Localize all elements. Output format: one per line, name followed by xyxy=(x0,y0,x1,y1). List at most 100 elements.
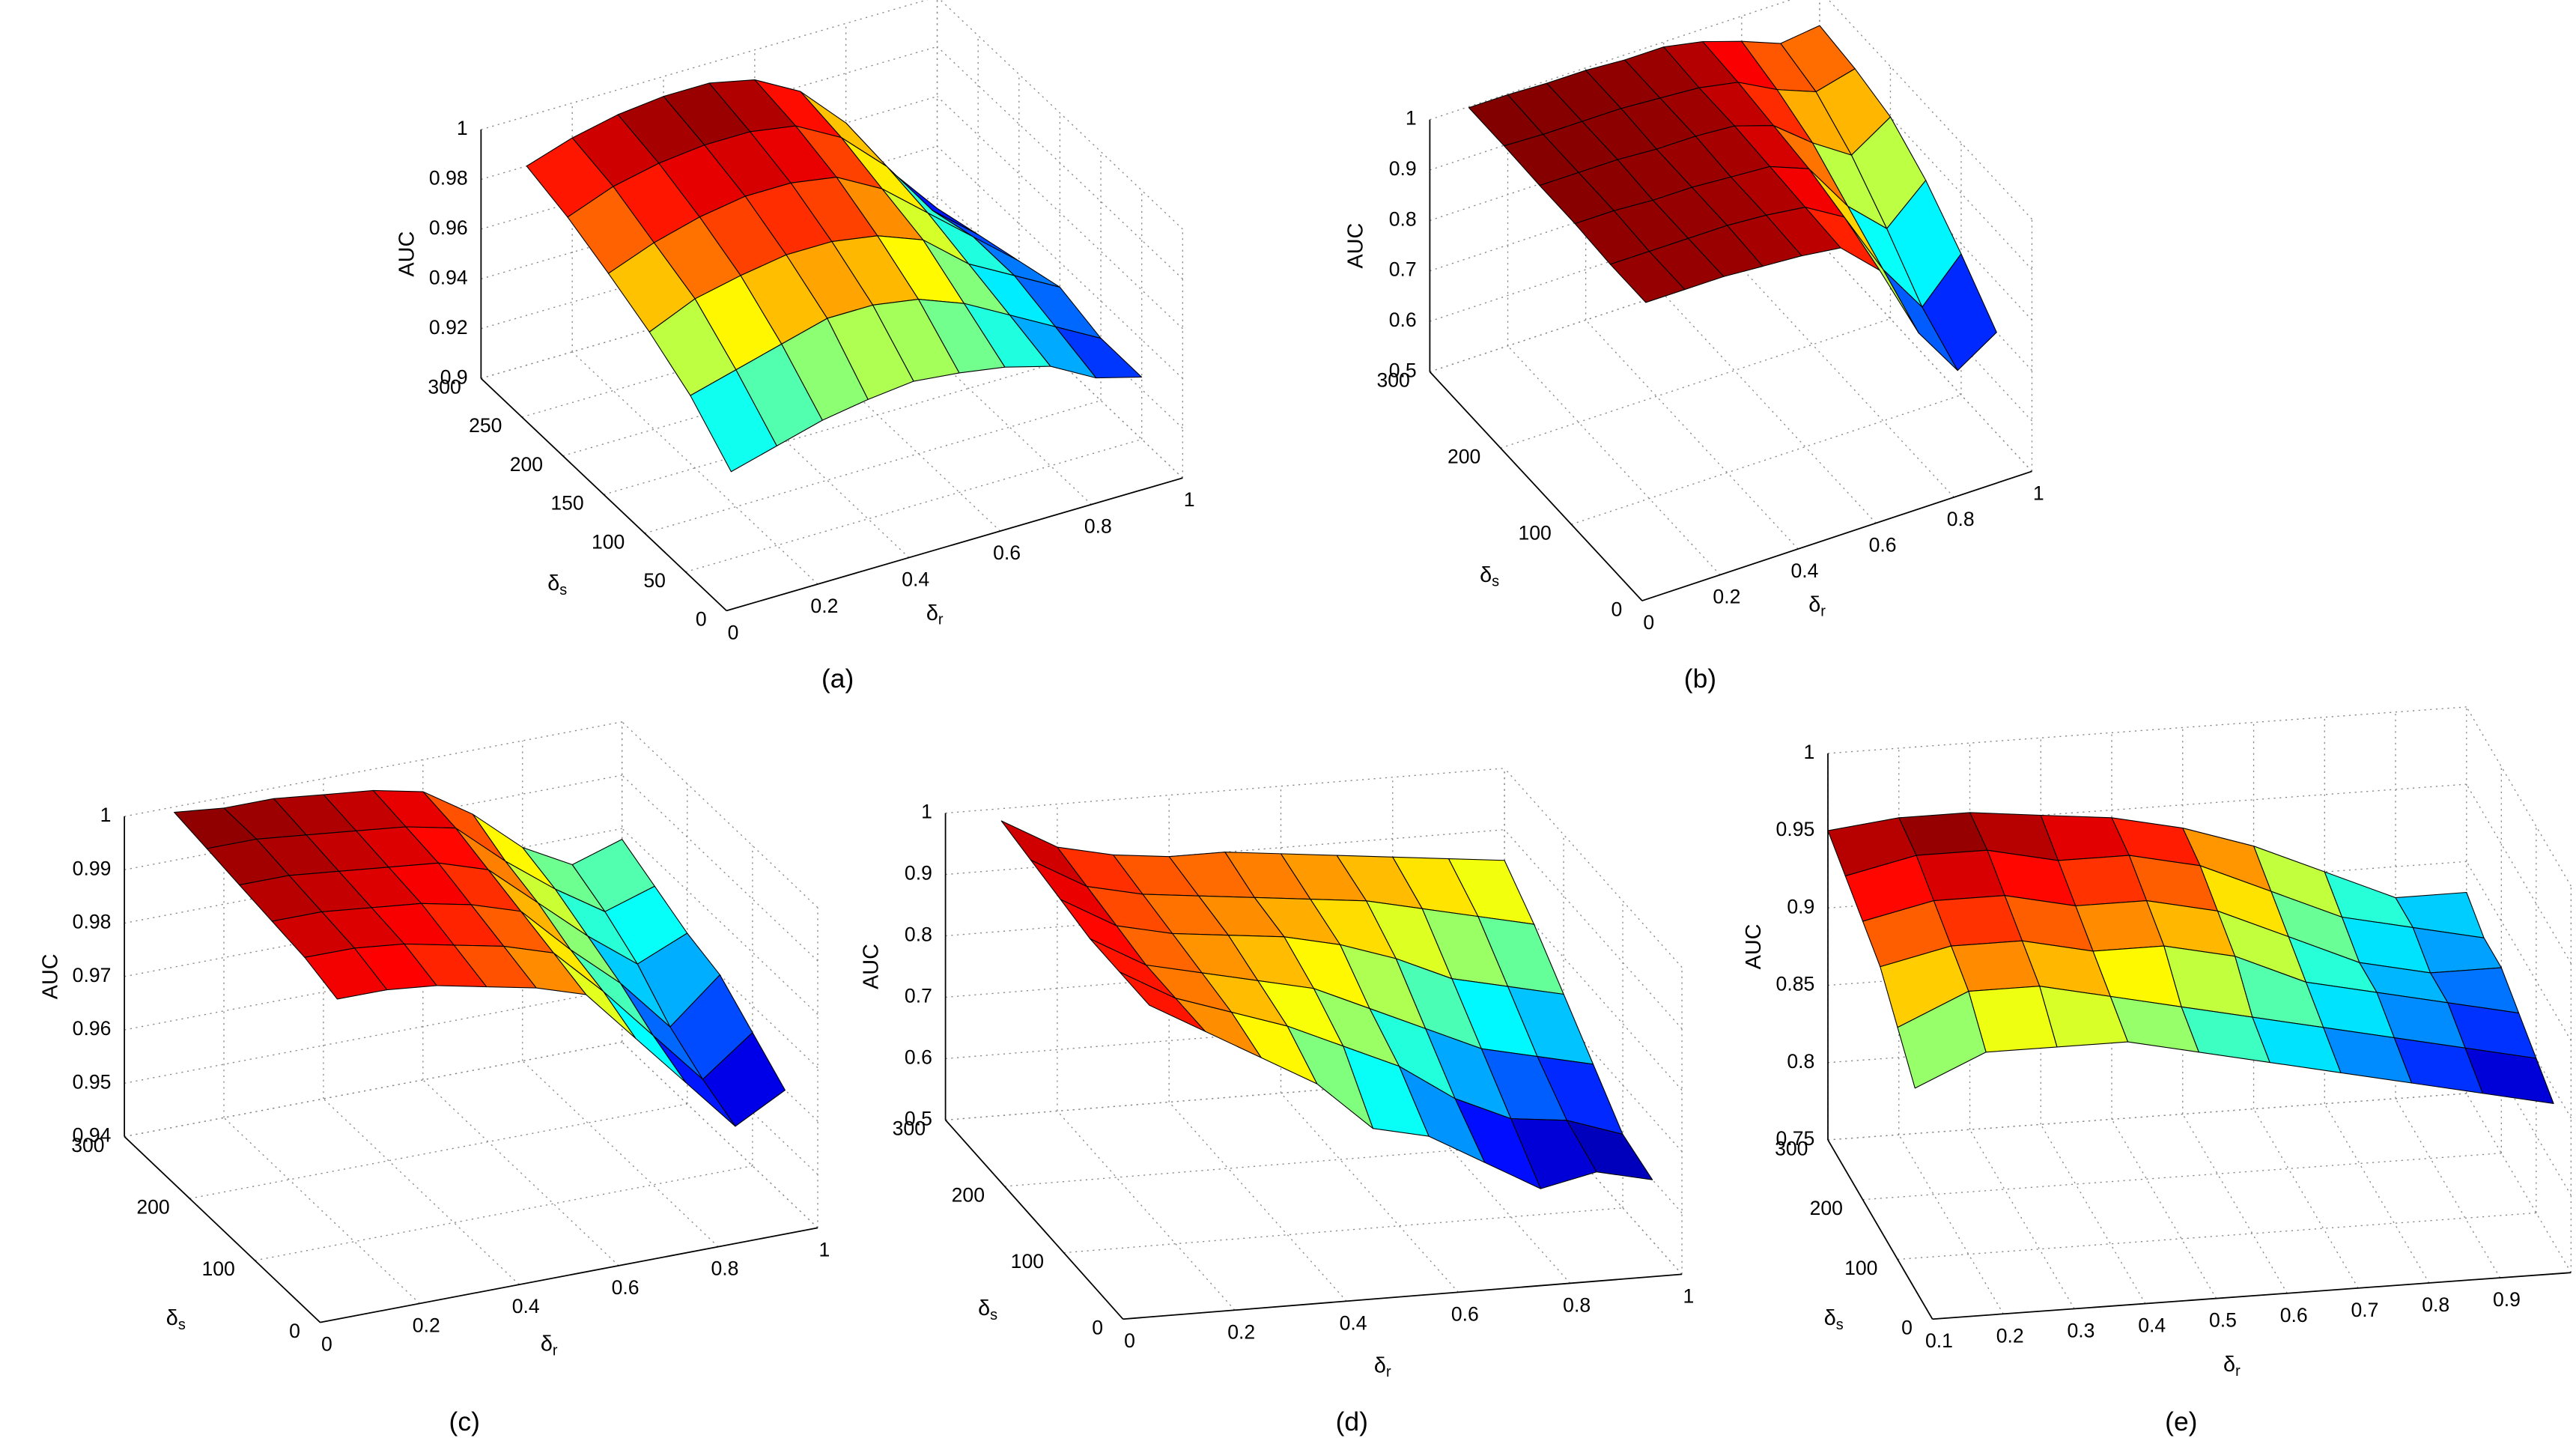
xlabel-main: δ xyxy=(926,601,938,625)
xlabel-sub: r xyxy=(553,1343,558,1359)
z-tick-label: 0.96 xyxy=(73,1017,112,1040)
ylabel: δs xyxy=(547,571,567,599)
grid-line xyxy=(189,1103,687,1199)
grid-line xyxy=(124,1041,622,1138)
x-tick-label: 0.4 xyxy=(1340,1311,1367,1334)
z-tick-label: 0.9 xyxy=(440,365,468,388)
y-tick-label: 100 xyxy=(1011,1250,1044,1272)
x-tick-label: 0.2 xyxy=(1227,1320,1255,1343)
x-tick-label: 0.9 xyxy=(2493,1288,2521,1311)
xlabel-main: δ xyxy=(1808,592,1820,616)
surface-face xyxy=(1609,251,1686,303)
grid-line xyxy=(481,46,938,181)
grid-line xyxy=(481,96,938,230)
y-tick-label: 300 xyxy=(1775,1137,1808,1159)
y-tick-label: 300 xyxy=(71,1134,104,1156)
grid-line xyxy=(644,400,1102,534)
ylabel-sub: s xyxy=(990,1307,997,1323)
grid-line xyxy=(1827,706,2467,754)
ylabel-main: δ xyxy=(547,571,559,595)
grid-line xyxy=(481,0,929,130)
ylabel-main: δ xyxy=(978,1296,990,1320)
surface-plot: 0.1 0.2 0.3 0.4 0.5 0.6 0.7 0.8 0.9 0 100 200 3000.7… xyxy=(1742,706,2572,1437)
x-tick-label: 0.2 xyxy=(1996,1324,2024,1347)
y-tick-label: 100 xyxy=(1844,1257,1877,1279)
x-tick-label: 0.4 xyxy=(902,568,929,591)
grid-line xyxy=(1063,1207,1623,1254)
grid-line xyxy=(323,1098,520,1285)
x-tick-label: 0.8 xyxy=(1947,508,1975,530)
z-tick-label: 0.85 xyxy=(1776,973,1815,995)
surface-face xyxy=(1897,990,1987,1089)
grid-line xyxy=(1969,1129,2075,1309)
y-tick-label: 0 xyxy=(696,608,707,631)
z-tick-label: 0.9 xyxy=(1787,895,1814,917)
x-tick-label: 0.6 xyxy=(612,1276,640,1299)
surface-face xyxy=(304,947,388,1000)
ylabel: δs xyxy=(1824,1306,1844,1334)
z-tick-label: 0.92 xyxy=(429,316,468,339)
x-axis xyxy=(1932,1272,2572,1320)
panel-label: (b) xyxy=(1684,664,1716,694)
z-tick-label: 1 xyxy=(1406,107,1417,130)
z-tick-label: 0.9 xyxy=(1389,157,1417,180)
z-tick-label: 0.95 xyxy=(73,1070,112,1093)
z-axis-label: AUC xyxy=(1742,924,1766,970)
grid-line xyxy=(2324,1103,2430,1284)
z-tick-label: 0.97 xyxy=(73,964,112,986)
ylabel-main: δ xyxy=(1480,562,1492,586)
grid-line xyxy=(622,828,818,1015)
grid-line xyxy=(937,96,1183,330)
x-tick-label: 0.4 xyxy=(2138,1314,2166,1337)
grid-line xyxy=(1500,318,1891,449)
grid-line xyxy=(2111,1119,2217,1299)
surface-face xyxy=(2464,1047,2554,1105)
grid-line xyxy=(2466,706,2572,887)
x-tick-label: 0.5 xyxy=(2209,1309,2237,1332)
xlabel-sub: r xyxy=(1820,604,1826,620)
grid-line xyxy=(937,145,1183,379)
y-tick-label: 200 xyxy=(952,1183,985,1206)
y-axis xyxy=(1429,371,1643,601)
grid-line xyxy=(1504,829,1683,1030)
grid-line xyxy=(622,1041,818,1228)
x-tick-label: 0.6 xyxy=(993,542,1021,564)
ylabel-sub: s xyxy=(1492,574,1499,590)
x-tick-label: 0.8 xyxy=(1563,1293,1591,1316)
z-tick-label: 0.8 xyxy=(1787,1050,1814,1073)
z-tick-label: 0.8 xyxy=(905,923,932,946)
z-axis-label: AUC xyxy=(38,953,62,999)
grid-line xyxy=(945,952,1505,998)
panel-label: (c) xyxy=(449,1407,480,1437)
x-tick-label: 0.3 xyxy=(2067,1319,2094,1341)
x-axis xyxy=(726,477,1183,612)
z-tick-label: 0.5 xyxy=(905,1107,932,1129)
z-tick-label: 0.6 xyxy=(905,1046,932,1068)
z-tick-label: 0.7 xyxy=(905,985,932,1007)
x-tick-label: 0.2 xyxy=(810,595,838,617)
xlabel: δr xyxy=(1374,1353,1391,1381)
grid-line xyxy=(1504,768,1683,968)
grid-line xyxy=(685,438,1142,573)
xlabel-main: δ xyxy=(541,1332,553,1356)
grid-line xyxy=(255,1165,753,1261)
xlabel: δr xyxy=(2223,1353,2241,1380)
z-tick-label: 0.98 xyxy=(73,911,112,933)
x-tick-label: 1 xyxy=(818,1238,830,1261)
grid-line xyxy=(945,1013,1505,1060)
x-tick-label: 0.7 xyxy=(2351,1299,2378,1321)
xlabel-sub: r xyxy=(2235,1363,2241,1380)
z-tick-label: 0.9 xyxy=(905,862,932,885)
z-tick-label: 0.99 xyxy=(73,857,112,879)
grid-line xyxy=(622,721,818,908)
grid-line xyxy=(1004,1141,1564,1187)
ylabel: δs xyxy=(1480,562,1499,590)
z-axis-label: AUC xyxy=(395,231,419,277)
grid-line xyxy=(845,272,1092,506)
y-tick-label: 100 xyxy=(201,1258,234,1280)
